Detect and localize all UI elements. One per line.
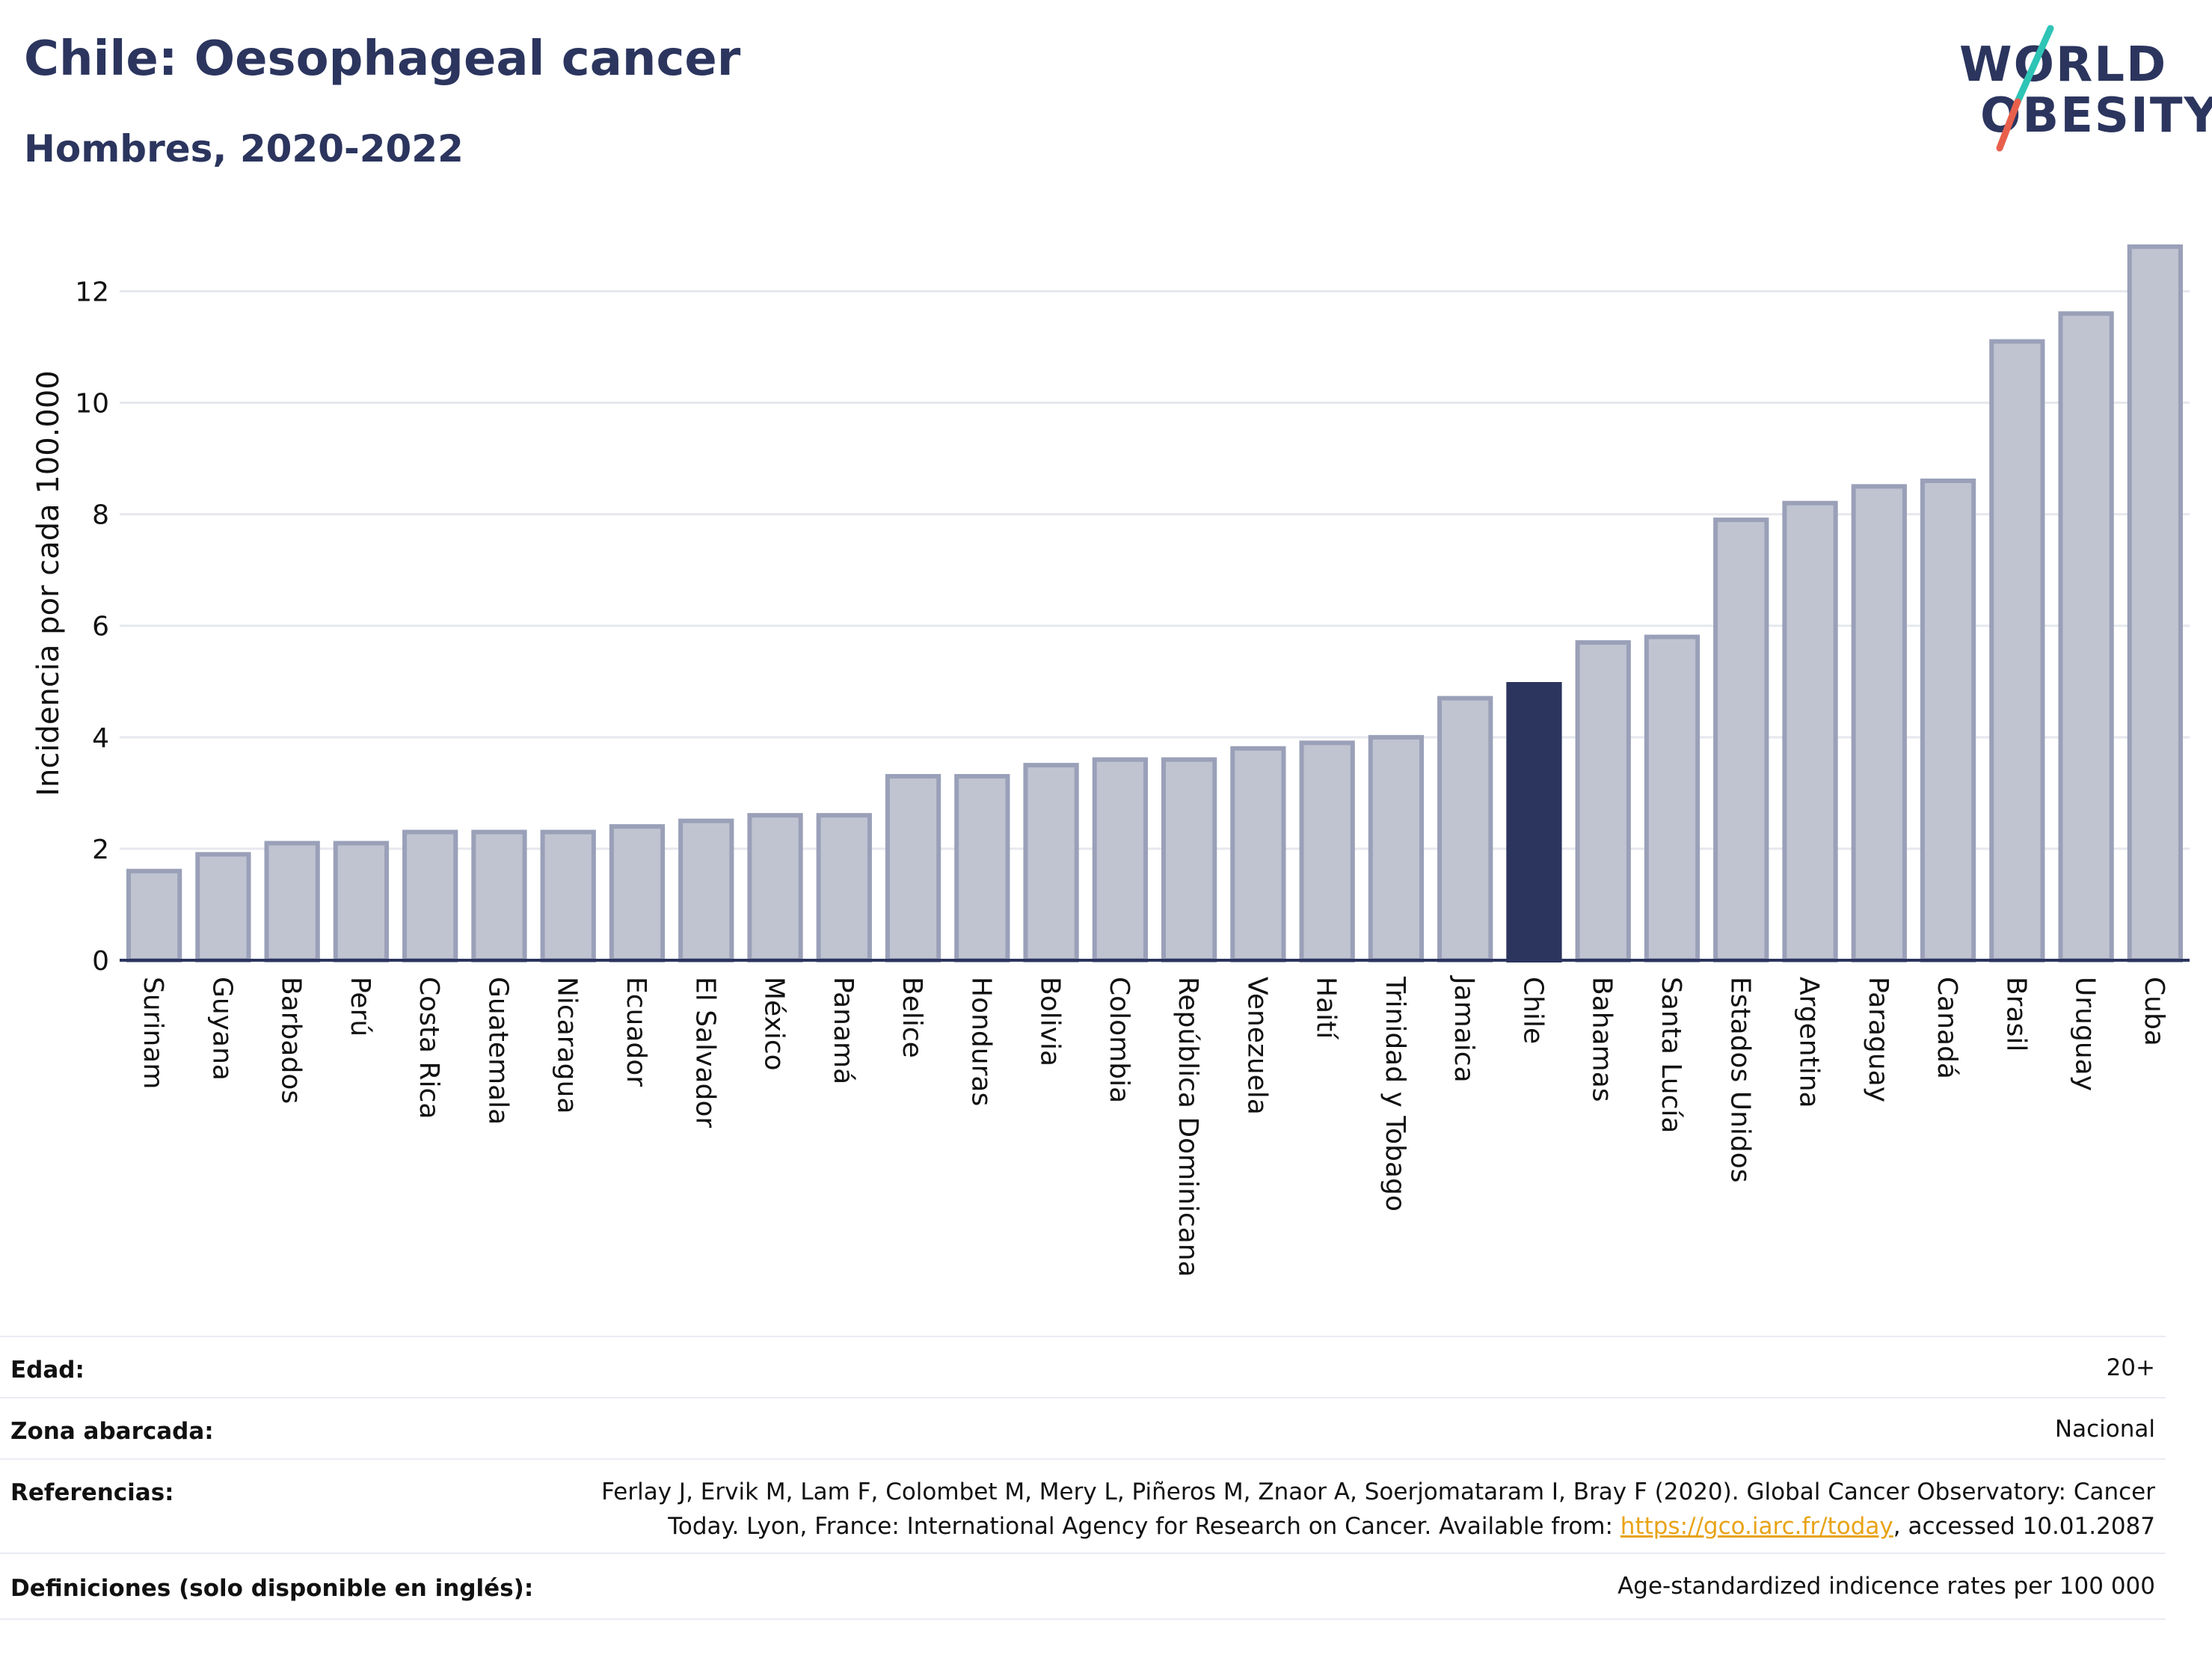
bar	[333, 841, 390, 963]
x-tick-label: Nicaragua	[552, 977, 583, 1114]
bar	[1575, 640, 1631, 962]
x-tick-label: Chile	[1517, 977, 1548, 1044]
bar	[1644, 634, 1701, 962]
x-tick-label: Guyana	[206, 977, 237, 1081]
world-obesity-logo: WORLD OBESITY	[1944, 22, 2212, 157]
meta-row-references: Referencias: Ferlay J, Ervik M, Lam F, C…	[0, 1458, 2166, 1554]
bar	[1299, 740, 1355, 962]
x-tick-label: México	[759, 977, 790, 1071]
chart-title: Chile: Oesophageal cancer	[24, 31, 741, 87]
meta-age-value: 20+	[2106, 1354, 2155, 1381]
bar	[1368, 734, 1425, 962]
x-tick-label: Bolivia	[1035, 977, 1066, 1066]
bar	[1851, 484, 1907, 962]
x-tick-label: Estados Unidos	[1724, 977, 1755, 1183]
meta-ref-line2-post: , accessed 10.01.2087	[1893, 1513, 2155, 1540]
bar	[471, 829, 527, 962]
y-axis-label: Incidencia por cada 100.000	[31, 370, 66, 796]
meta-ref-line1: Ferlay J, Ervik M, Lam F, Colombet M, Me…	[601, 1479, 2155, 1505]
x-tick-label: Perú	[345, 977, 375, 1037]
y-tick-label: 4	[92, 723, 109, 754]
bar	[885, 774, 941, 962]
x-tick-label: Jamaica	[1448, 975, 1479, 1083]
bar	[1989, 339, 2045, 962]
x-tick-label: Santa Lucía	[1656, 977, 1686, 1133]
y-tick-label: 0	[92, 946, 109, 977]
x-tick-label: Colombia	[1104, 977, 1134, 1103]
bar	[1023, 763, 1079, 962]
x-tick-label: Ecuador	[621, 977, 651, 1087]
bar	[1437, 696, 1493, 962]
logo-line1: WORLD	[1959, 37, 2168, 93]
bar	[126, 868, 182, 963]
bar	[2058, 311, 2114, 963]
y-tick-label: 8	[92, 500, 109, 531]
meta-zone-label: Zona abarcada:	[10, 1418, 214, 1445]
bar-highlight	[1506, 682, 1562, 962]
y-tick-label: 12	[75, 277, 109, 307]
bar	[954, 774, 1010, 962]
x-tick-label: Argentina	[1794, 977, 1825, 1108]
meta-age-label: Edad:	[10, 1357, 85, 1384]
meta-ref-value: Ferlay J, Ervik M, Lam F, Colombet M, Me…	[601, 1475, 2155, 1544]
bar	[1782, 500, 1838, 962]
x-tick-label: Paraguay	[1863, 977, 1893, 1102]
x-tick-label: Cuba	[2139, 977, 2169, 1046]
x-tick-label: El Salvador	[689, 977, 720, 1128]
meta-row-age: Edad: 20+	[0, 1336, 2166, 1398]
y-tick-label: 2	[92, 835, 109, 865]
bar	[816, 813, 872, 962]
meta-ref-line2: Today. Lyon, France: International Agenc…	[601, 1509, 2155, 1544]
bar	[1161, 757, 1217, 962]
meta-ref-label: Referencias:	[10, 1479, 174, 1506]
bar	[747, 813, 803, 962]
meta-def-value: Age-standardized indicence rates per 100…	[1617, 1573, 2155, 1600]
x-tick-label: Guatemala	[482, 977, 513, 1125]
x-tick-label: Costa Rica	[414, 977, 444, 1119]
meta-row-zone: Zona abarcada: Nacional	[0, 1397, 2166, 1460]
meta-row-definitions: Definiciones (solo disponible en inglés)…	[0, 1553, 2166, 1620]
x-tick-label: Canadá	[1932, 977, 1962, 1079]
y-tick-label: 6	[92, 612, 109, 642]
meta-ref-line2-pre: Today. Lyon, France: International Agenc…	[668, 1513, 1620, 1540]
bar	[678, 818, 734, 962]
bar	[1092, 757, 1149, 962]
x-tick-label: Bahamas	[1587, 977, 1617, 1102]
bar-chart: 0 2 4 6 8 10 12 Incidencia por cada 100.000 Suri…	[31, 244, 2190, 1277]
bar	[195, 852, 251, 963]
x-tick-label: Uruguay	[2070, 977, 2101, 1091]
reference-link[interactable]: https://gco.iarc.fr/today	[1620, 1513, 1893, 1540]
meta-def-label: Definiciones (solo disponible en inglés)…	[10, 1575, 534, 1602]
bar	[609, 824, 666, 963]
x-tick-label: Haití	[1311, 977, 1342, 1040]
x-tick-label: Trinidad y Tobago	[1380, 976, 1410, 1212]
bar	[402, 829, 458, 962]
x-tick-label: Surinam	[138, 977, 168, 1089]
logo-slash-icon	[1996, 25, 2054, 152]
x-tick-label: República Dominicana	[1173, 977, 1203, 1277]
x-tick-label: Panamá	[828, 977, 858, 1084]
y-tick-label: 10	[75, 389, 109, 420]
chart-subtitle: Hombres, 2020-2022	[24, 127, 464, 171]
bar	[1713, 518, 1769, 962]
bar	[540, 829, 596, 962]
bar	[264, 841, 320, 963]
x-tick-label: Honduras	[965, 977, 996, 1106]
x-tick-label: Barbados	[276, 977, 307, 1104]
x-tick-label: Belice	[897, 977, 927, 1058]
bar	[1230, 746, 1286, 963]
meta-zone-value: Nacional	[2054, 1416, 2155, 1443]
x-tick-label: Brasil	[2000, 977, 2031, 1051]
bar	[1920, 478, 1976, 962]
x-tick-label: Venezuela	[1241, 977, 1272, 1115]
bar	[2127, 244, 2184, 962]
